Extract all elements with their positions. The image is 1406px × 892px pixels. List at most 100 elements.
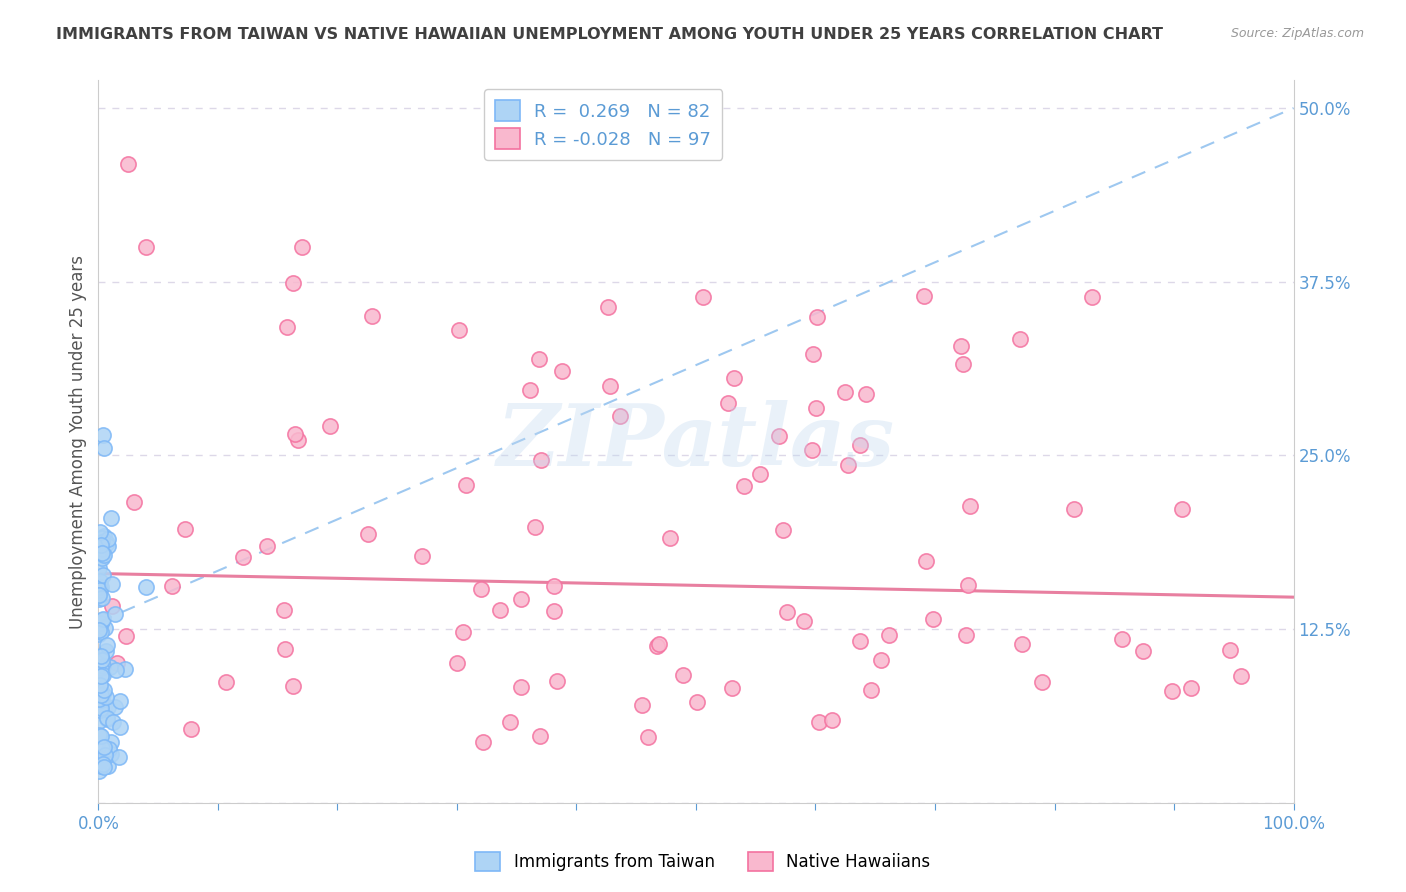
Point (135, 580, 157, 594)
Point (89, 592, 111, 607)
Point (543, 579, 565, 593)
Point (122, 495, 145, 509)
Point (1081, 290, 1104, 304)
Point (529, 729, 551, 743)
Point (527, 352, 550, 367)
Point (775, 605, 797, 619)
Point (90, 534, 112, 549)
Point (543, 604, 565, 618)
Y-axis label: Unemployment Among Youth under 25 years: Unemployment Among Youth under 25 years (69, 254, 87, 629)
Point (631, 698, 654, 713)
Point (94, 621, 117, 635)
Point (808, 714, 831, 729)
Point (447, 323, 470, 337)
Point (93, 548, 115, 562)
Point (598, 300, 620, 314)
Point (90, 661, 112, 675)
Point (411, 549, 433, 563)
Point (1171, 501, 1194, 516)
Point (90, 692, 112, 706)
Point (108, 694, 131, 708)
Point (97, 700, 120, 714)
Point (89, 697, 111, 711)
Point (87, 714, 110, 729)
Point (90, 759, 112, 773)
Point (721, 681, 744, 695)
Point (546, 674, 568, 689)
Point (91, 542, 114, 557)
Point (93, 683, 115, 698)
Point (174, 523, 197, 537)
Point (647, 637, 669, 651)
Point (952, 357, 974, 371)
Point (470, 582, 492, 597)
Point (91, 659, 114, 673)
Point (837, 458, 859, 473)
Point (749, 467, 772, 481)
Point (90, 729, 112, 743)
Point (806, 310, 828, 324)
Point (723, 371, 745, 385)
Point (551, 364, 574, 378)
Point (93, 529, 115, 543)
Point (90, 688, 112, 702)
Point (104, 607, 127, 621)
Point (100, 599, 122, 614)
Text: IMMIGRANTS FROM TAIWAN VS NATIVE HAWAIIAN UNEMPLOYMENT AMONG YOUTH UNDER 25 YEAR: IMMIGRANTS FROM TAIWAN VS NATIVE HAWAIIA… (56, 27, 1163, 42)
Point (488, 603, 510, 617)
Point (319, 419, 342, 434)
Point (89, 678, 111, 692)
Point (90, 753, 112, 767)
Point (599, 379, 621, 393)
Point (821, 714, 844, 728)
Point (1063, 502, 1085, 516)
Point (103, 699, 125, 714)
Point (609, 409, 631, 424)
Point (108, 720, 131, 734)
Point (90, 550, 112, 565)
Point (454, 478, 477, 492)
Point (91, 531, 114, 545)
Point (803, 347, 825, 361)
Point (96, 712, 118, 726)
Point (855, 386, 877, 401)
Text: Source: ZipAtlas.com: Source: ZipAtlas.com (1230, 27, 1364, 40)
Point (89, 623, 111, 637)
Point (97, 533, 120, 547)
Point (659, 532, 682, 546)
Point (94, 644, 117, 658)
Point (89, 702, 111, 716)
Point (499, 714, 522, 729)
Point (91, 546, 114, 560)
Point (94, 690, 117, 704)
Point (471, 735, 494, 749)
Point (1132, 644, 1154, 658)
Point (1031, 675, 1053, 690)
Point (955, 628, 977, 642)
Point (672, 668, 695, 682)
Point (114, 662, 136, 676)
Point (717, 395, 740, 409)
Point (283, 679, 305, 693)
Point (93, 442, 115, 456)
Point (90, 625, 112, 640)
Point (87, 627, 110, 641)
Point (117, 156, 139, 170)
Point (90, 616, 112, 631)
Point (287, 433, 309, 447)
Point (87, 561, 110, 575)
Point (90, 694, 112, 708)
Point (215, 674, 238, 689)
Point (91, 567, 114, 582)
Point (446, 656, 468, 670)
Point (283, 426, 305, 441)
Point (101, 576, 124, 591)
Point (89, 574, 111, 589)
Point (273, 603, 295, 617)
Point (860, 682, 883, 697)
Point (524, 520, 547, 534)
Point (90, 580, 112, 594)
Point (768, 429, 790, 443)
Point (96, 638, 118, 652)
Point (90, 591, 112, 605)
